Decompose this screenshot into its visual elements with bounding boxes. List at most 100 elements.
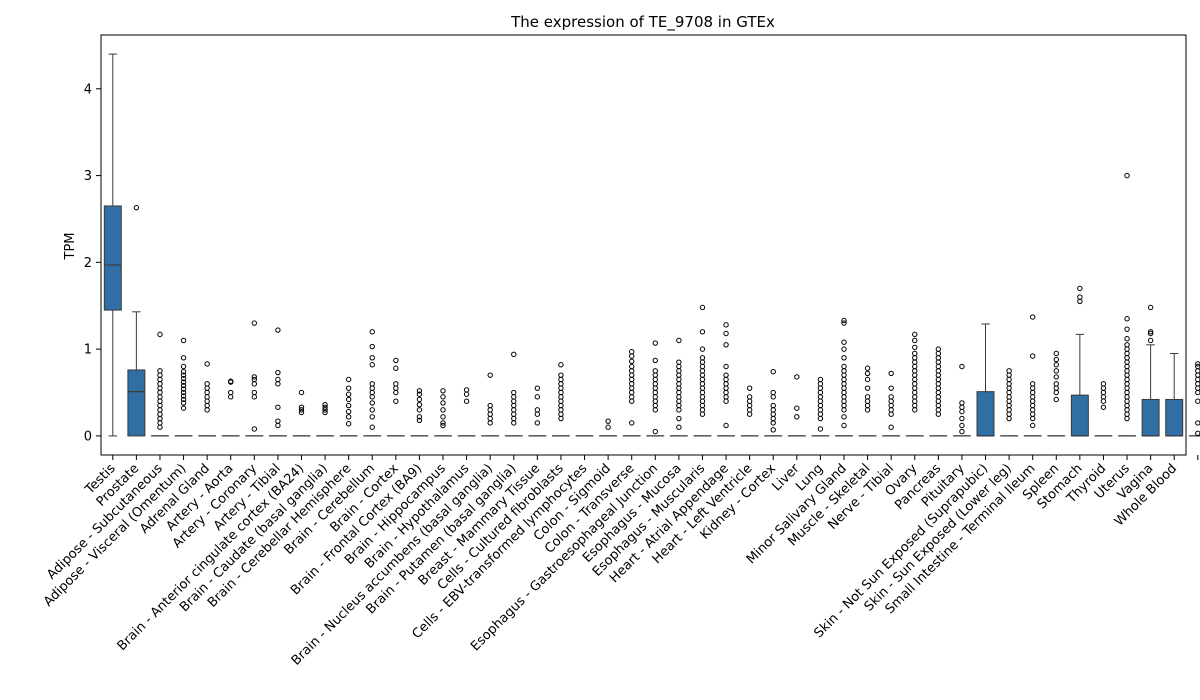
flier-point <box>723 385 729 391</box>
flier-point <box>888 394 894 400</box>
flier-point <box>180 375 187 382</box>
flier-point <box>605 424 611 430</box>
flier-point <box>629 363 635 370</box>
flier-point <box>251 381 258 387</box>
flier-point <box>204 385 210 391</box>
flier-point <box>534 420 541 426</box>
flier-point <box>629 394 635 400</box>
flier-point <box>1195 372 1200 378</box>
flier-point <box>1124 372 1130 378</box>
flier-point <box>935 394 942 400</box>
flier-point <box>511 394 517 400</box>
flier-point <box>157 420 163 426</box>
flier-point <box>180 363 187 370</box>
box-40 <box>1047 350 1066 437</box>
flier-point <box>935 372 942 378</box>
flier-point <box>204 381 210 387</box>
box-39 <box>1023 314 1042 437</box>
flier-point <box>629 368 635 374</box>
box-24 <box>669 337 688 437</box>
flier-point <box>180 382 187 389</box>
flier-point <box>511 402 517 409</box>
flier-point <box>746 411 753 417</box>
flier-point <box>1124 385 1130 391</box>
flier-point <box>864 402 871 409</box>
y-tick-label: 0 <box>84 429 92 444</box>
flier-point <box>841 385 847 391</box>
flier-point <box>652 385 658 391</box>
box-29 <box>787 374 806 437</box>
flier-point <box>676 381 682 387</box>
flier-point <box>1006 389 1012 396</box>
flier-point <box>794 374 800 380</box>
box-6 <box>245 320 264 437</box>
flier-point <box>699 363 706 370</box>
box-15 <box>457 387 476 437</box>
flier-point <box>416 396 423 403</box>
box-body <box>127 369 146 437</box>
flier-point <box>723 398 729 404</box>
flier-point <box>440 407 446 413</box>
flier-point <box>864 394 871 400</box>
flier-point <box>841 320 847 326</box>
flier-point <box>652 394 658 400</box>
flier-point <box>935 398 942 404</box>
flier-point <box>676 402 682 409</box>
flier-point <box>369 385 375 391</box>
flier-point <box>322 401 328 408</box>
flier-point <box>393 398 399 404</box>
flier-point <box>1053 381 1059 387</box>
box-7 <box>268 327 287 437</box>
flier-point <box>157 385 163 391</box>
flier-point <box>275 404 281 410</box>
flier-point <box>888 402 894 409</box>
flier-point <box>1100 385 1107 391</box>
flier-point <box>699 411 706 417</box>
flier-point <box>275 381 281 387</box>
box-43 <box>1118 172 1137 437</box>
box-42 <box>1094 381 1113 437</box>
flier-point <box>1029 314 1036 320</box>
flier-point <box>1006 415 1012 422</box>
flier-point <box>558 402 564 409</box>
flier-point <box>699 359 706 365</box>
flier-point <box>1029 407 1036 413</box>
flier-point <box>699 381 706 387</box>
flier-point <box>723 394 729 400</box>
flier-point <box>1006 411 1012 417</box>
flier-point <box>487 372 493 378</box>
flier-point <box>629 420 635 426</box>
flier-point <box>723 376 729 383</box>
flier-point <box>888 407 894 413</box>
flier-point <box>629 385 635 391</box>
flier-point <box>912 402 918 409</box>
flier-point <box>652 368 658 374</box>
flier-point <box>676 389 682 396</box>
flier-point <box>699 389 706 396</box>
flier-point <box>935 350 942 357</box>
flier-point <box>1124 411 1130 417</box>
flier-point <box>770 411 776 417</box>
flier-point <box>416 414 423 420</box>
flier-point <box>888 424 894 430</box>
flier-point <box>1029 394 1036 400</box>
flier-point <box>959 422 965 429</box>
flier-point <box>1006 398 1012 404</box>
flier-point <box>1124 376 1130 383</box>
flier-point <box>440 388 446 394</box>
flier-point <box>511 389 517 396</box>
flier-point <box>629 376 635 383</box>
flier-point <box>1195 368 1200 374</box>
flier-point <box>393 357 399 364</box>
flier-point <box>746 407 753 413</box>
box-3 <box>174 337 193 437</box>
box-17 <box>504 351 523 437</box>
flier-point <box>935 359 942 365</box>
flier-point <box>817 415 824 422</box>
flier-point <box>416 401 423 408</box>
flier-point <box>228 394 234 400</box>
flier-point <box>157 398 163 404</box>
flier-point <box>912 407 918 413</box>
box-10 <box>339 376 358 437</box>
flier-point <box>369 355 375 361</box>
